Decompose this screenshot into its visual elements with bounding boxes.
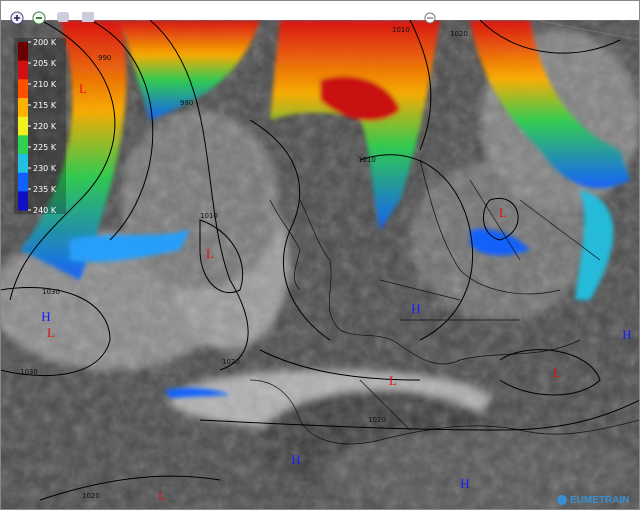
legend-label: 205 K	[33, 59, 57, 68]
coastlines	[249, 159, 640, 445]
close-button[interactable]	[424, 12, 436, 24]
pressure-center: L	[389, 373, 397, 388]
pressure-center: L	[158, 488, 166, 503]
color-swatch	[18, 116, 28, 136]
isobar-label: 990	[98, 54, 111, 62]
legend-label: 220 K	[33, 122, 57, 131]
isobars	[0, 19, 640, 501]
legend-label: 230 K	[33, 164, 57, 173]
isobar-label: 1020	[450, 30, 468, 38]
isobar-label: 1030	[42, 288, 60, 296]
pressure-center: L	[79, 81, 87, 96]
zoom-in[interactable]	[10, 11, 24, 25]
color-swatch	[18, 42, 28, 62]
cold-cloud-tops	[20, 20, 630, 398]
color-swatch	[18, 172, 28, 192]
isobar-label: 1020	[368, 416, 386, 424]
legend-label: 200 K	[33, 38, 57, 47]
color-swatch	[18, 135, 28, 155]
pressure-center: L	[499, 205, 507, 220]
toolbar-bg	[0, 0, 640, 20]
pressure-center: H	[41, 309, 50, 324]
color-swatch	[18, 79, 28, 99]
pressure-center: H	[411, 301, 420, 316]
logo: EUMETRAIN	[557, 495, 629, 506]
legend-label: 210 K	[33, 80, 57, 89]
isobar-label: 1030	[20, 368, 38, 376]
logo-text: EUMETRAIN	[570, 495, 629, 506]
isobar-label: 1020	[222, 358, 240, 366]
isobar-label: 1010	[200, 212, 218, 220]
pressure-center: H	[460, 476, 469, 491]
zoom-out[interactable]	[32, 11, 46, 25]
toolbar	[0, 0, 640, 25]
color-swatch	[18, 154, 28, 174]
color-swatch	[18, 191, 28, 211]
pressure-center: L	[553, 365, 561, 380]
legend-label: 225 K	[33, 143, 57, 152]
pressure-center: H	[622, 327, 631, 342]
hand-tool[interactable]	[57, 12, 69, 22]
color-swatch	[18, 60, 28, 80]
color-swatch	[18, 98, 28, 118]
legend-panel: 200 K 205 K 210 K 215 K 220 K 225 K 230 K 235 K…	[14, 38, 66, 215]
isobar-labels: 990 980 1010 1020 1030 1030 1010 1020 1010 1020 10…	[20, 26, 468, 500]
isobar-label: 1020	[82, 492, 100, 500]
legend-label: 215 K	[33, 101, 57, 110]
pressure-center: H	[291, 452, 300, 467]
legend-label: 235 K	[33, 185, 57, 194]
logo-icon	[557, 495, 567, 505]
pressure-center: L	[206, 246, 214, 261]
isobar-label: 1010	[358, 156, 376, 164]
fullscreen[interactable]	[82, 12, 94, 22]
legend-label: 240 K	[33, 206, 57, 215]
isobar-label: 1010	[392, 26, 410, 34]
pressure-center: L	[47, 325, 55, 340]
isobar-label: 980	[180, 99, 193, 107]
